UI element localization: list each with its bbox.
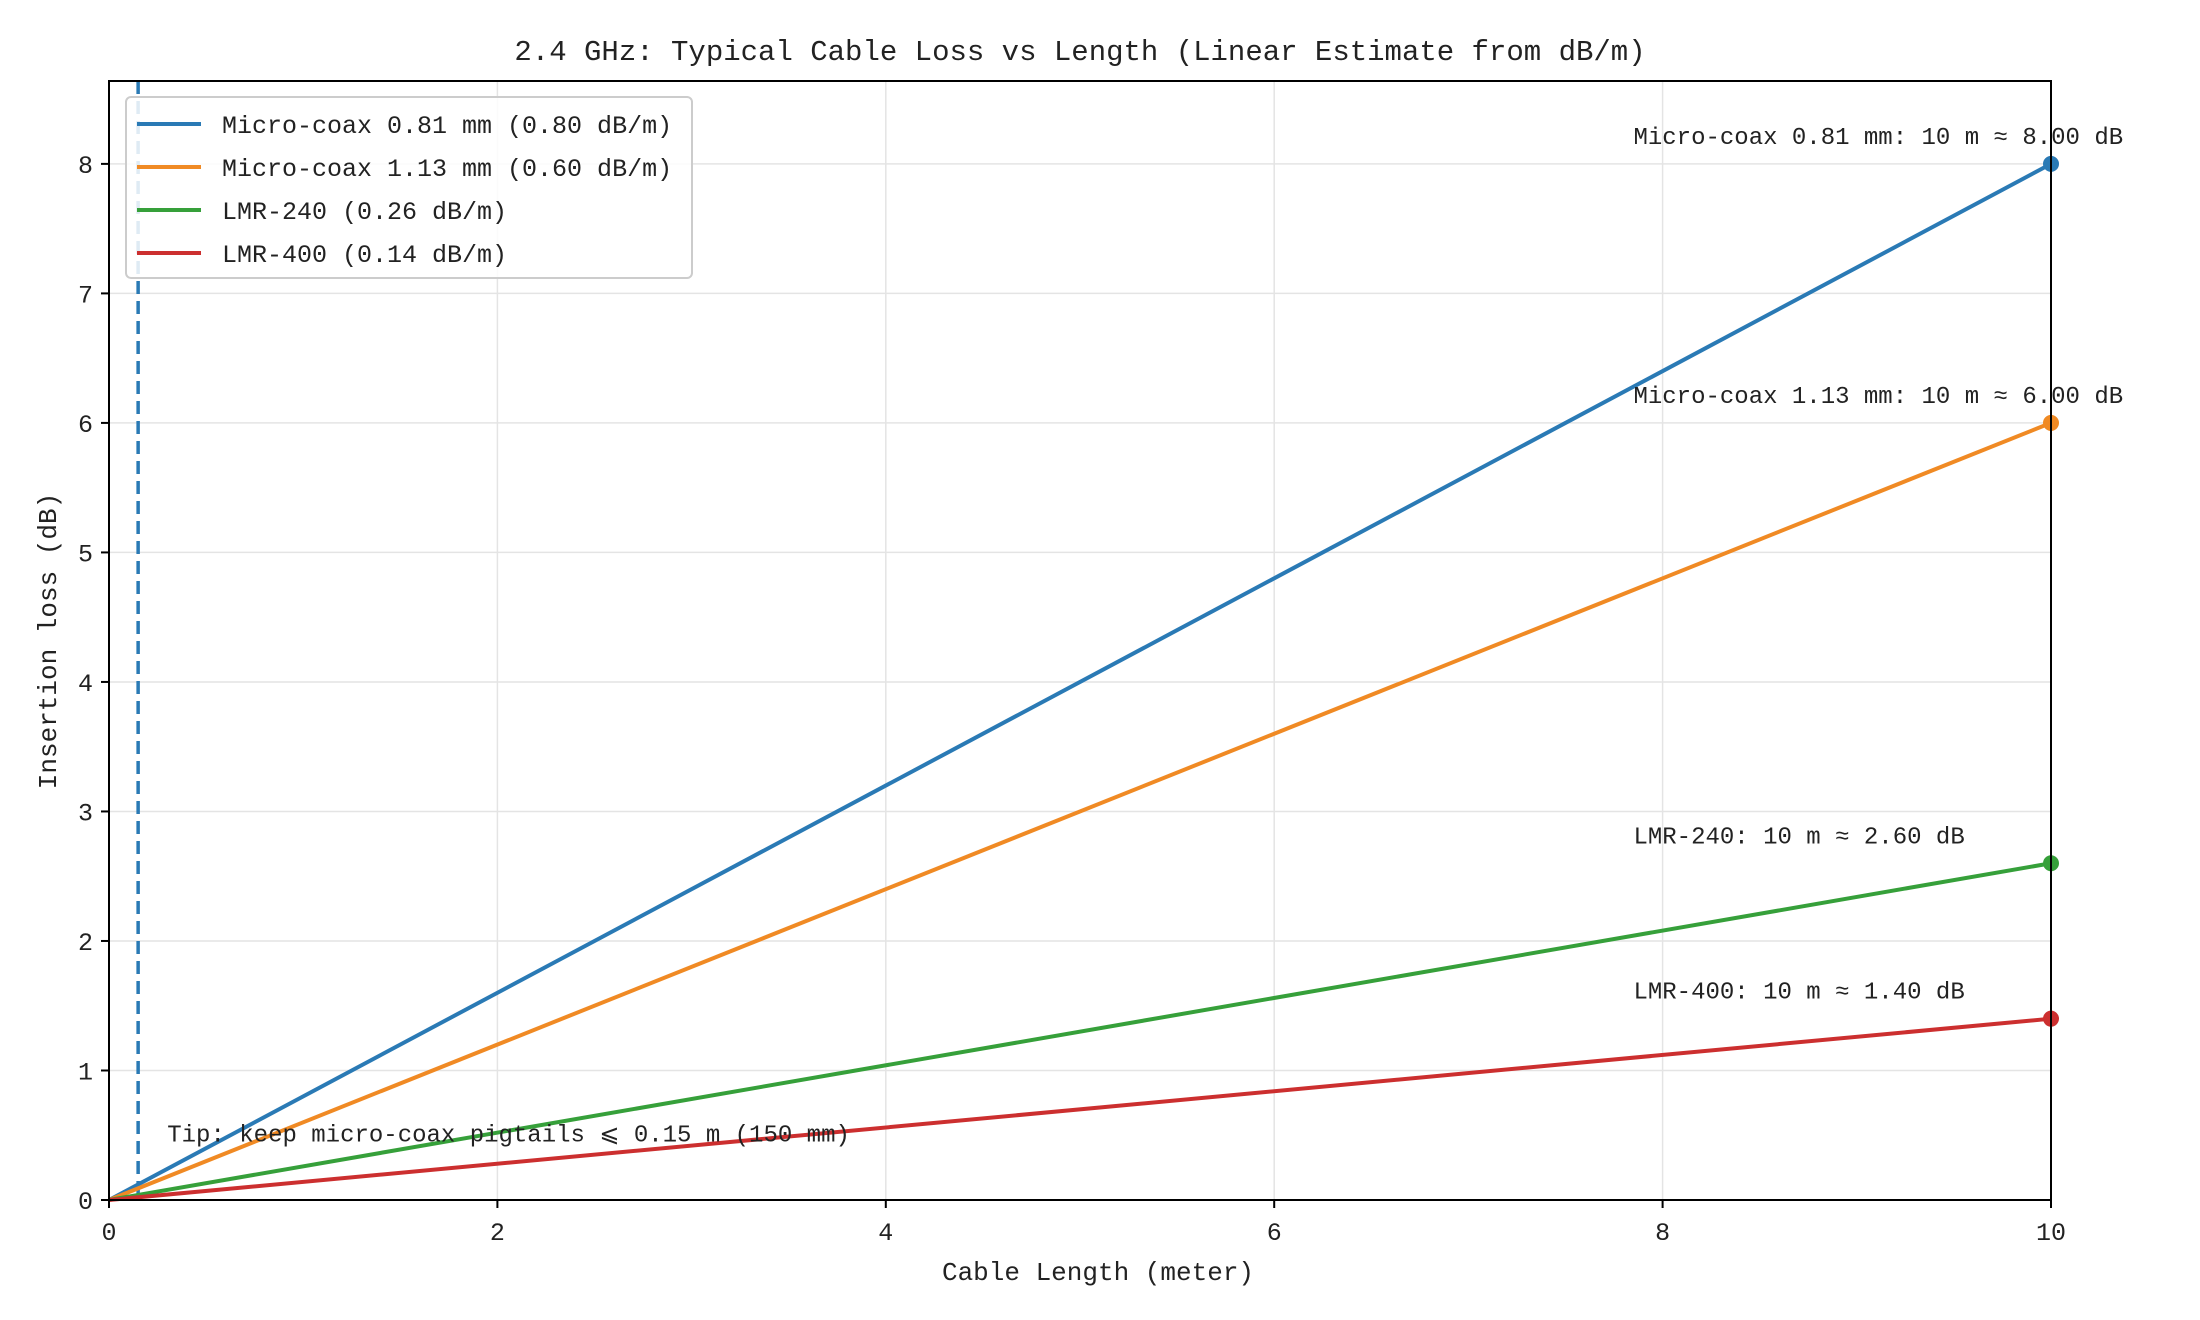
x-tick-label: 8 <box>1655 1219 1670 1248</box>
chart-title: 2.4 GHz: Typical Cable Loss vs Length (L… <box>514 36 1645 69</box>
series-lines <box>108 155 2059 1202</box>
legend-label-2: LMR-240 (0.26 dB/m) <box>222 198 507 227</box>
legend-box <box>125 96 693 279</box>
series-end-label-3: LMR-400: 10 m ≈ 1.40 dB <box>1633 980 1964 1007</box>
legend: Micro-coax 0.81 mm (0.80 dB/m) Micro-coax… <box>125 96 693 279</box>
x-tick-label: 6 <box>1267 1219 1282 1248</box>
x-tick-label: 2 <box>490 1219 505 1248</box>
y-tick-label: 7 <box>78 281 93 310</box>
y-axis-label: Insertion loss (dB) <box>34 493 64 789</box>
series-line-0 <box>108 162 2052 1202</box>
x-tick-label: 10 <box>2036 1219 2066 1248</box>
series-line-2 <box>108 861 2052 1202</box>
series-end-label-0: Micro-coax 0.81 mm: 10 m ≈ 8.00 dB <box>1633 125 2123 152</box>
series-end-label-2: LMR-240: 10 m ≈ 2.60 dB <box>1633 824 1964 851</box>
annotations: Micro-coax 0.81 mm: 10 m ≈ 8.00 dB Micro-… <box>1633 125 2123 1007</box>
y-tick-label: 8 <box>78 152 93 181</box>
y-tick-label: 4 <box>78 670 93 699</box>
legend-label-1: Micro-coax 1.13 mm (0.60 dB/m) <box>222 155 672 184</box>
series-line-3 <box>108 1016 2052 1202</box>
y-tick-label: 2 <box>78 929 93 958</box>
y-tick-label: 5 <box>78 540 93 569</box>
y-tick-label: 6 <box>78 411 93 440</box>
series-line-1 <box>108 421 2052 1202</box>
y-tick-label: 0 <box>78 1188 93 1217</box>
series-end-label-1: Micro-coax 1.13 mm: 10 m ≈ 6.00 dB <box>1633 384 2123 411</box>
legend-label-0: Micro-coax 0.81 mm (0.80 dB/m) <box>222 112 672 141</box>
x-tick-label: 0 <box>101 1219 116 1248</box>
tip-annotation: Tip: keep micro-coax pigtails ⩽ 0.15 m (… <box>167 1123 850 1150</box>
y-tick-label: 3 <box>78 799 93 828</box>
x-axis-label: Cable Length (meter) <box>942 1258 1254 1288</box>
legend-label-3: LMR-400 (0.14 dB/m) <box>222 241 507 270</box>
plot-frame <box>108 80 2052 1201</box>
x-tick-label: 4 <box>878 1219 893 1248</box>
y-tick-label: 1 <box>78 1058 93 1087</box>
ticks: 0 2 4 6 8 10 0 1 2 3 4 5 6 7 8 <box>78 152 2066 1248</box>
